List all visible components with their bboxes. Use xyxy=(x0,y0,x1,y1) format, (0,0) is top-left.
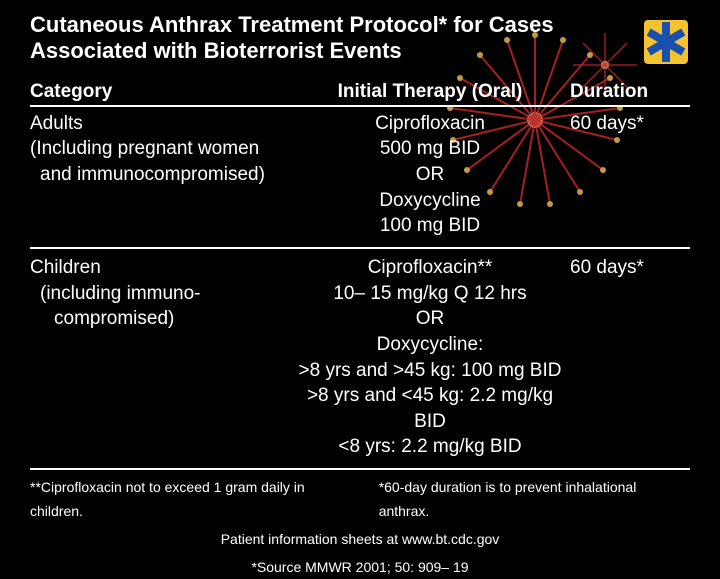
col-header-category: Category xyxy=(30,81,290,103)
ther-line: OR xyxy=(290,306,570,332)
cat-line: (including immuno- xyxy=(30,281,290,307)
cat-line: Children xyxy=(30,255,290,281)
cell-category: Adults (Including pregnant women and imm… xyxy=(30,111,290,188)
ther-line: OR xyxy=(290,162,570,188)
star-of-life-badge xyxy=(642,18,690,66)
cat-line: and immunocompromised) xyxy=(30,162,290,188)
table-row-children: Children (including immuno- compromised)… xyxy=(30,255,690,470)
footnotes: **Ciprofloxacin not to exceed 1 gram dai… xyxy=(30,476,690,579)
slide-content: Cutaneous Anthrax Treatment Protocol* fo… xyxy=(0,0,720,579)
badge-svg xyxy=(642,18,690,66)
ther-line: 10– 15 mg/kg Q 12 hrs xyxy=(290,281,570,307)
cat-line: compromised) xyxy=(30,306,290,332)
cell-therapy: Ciprofloxacin** 10– 15 mg/kg Q 12 hrs OR… xyxy=(290,255,570,460)
ther-line: Ciprofloxacin** xyxy=(290,255,570,281)
footnote-duration: *60-day duration is to prevent inhalatio… xyxy=(379,476,690,524)
ther-line: Doxycycline xyxy=(290,188,570,214)
slide-title: Cutaneous Anthrax Treatment Protocol* fo… xyxy=(30,12,590,65)
table-row-adults: Adults (Including pregnant women and imm… xyxy=(30,111,690,249)
ther-line: >8 yrs and <45 kg: 2.2 mg/kg BID xyxy=(290,383,570,434)
ther-line: <8 yrs: 2.2 mg/kg BID xyxy=(290,434,570,460)
cat-line: (Including pregnant women xyxy=(30,136,290,162)
col-header-therapy: Initial Therapy (Oral) xyxy=(290,81,570,103)
cell-duration: 60 days* xyxy=(570,111,690,137)
ther-line: 500 mg BID xyxy=(290,136,570,162)
col-header-duration: Duration xyxy=(570,81,690,103)
footnote-source: *Source MMWR 2001; 50: 909– 19 xyxy=(30,556,690,579)
table-header-row: Category Initial Therapy (Oral) Duration xyxy=(30,81,690,107)
cell-category: Children (including immuno- compromised) xyxy=(30,255,290,332)
footnote-cipro: **Ciprofloxacin not to exceed 1 gram dai… xyxy=(30,476,361,524)
cat-line: Adults xyxy=(30,111,290,137)
ther-line: >8 yrs and >45 kg: 100 mg BID xyxy=(290,358,570,384)
cell-therapy: Ciprofloxacin 500 mg BID OR Doxycycline … xyxy=(290,111,570,239)
ther-line: Ciprofloxacin xyxy=(290,111,570,137)
footnote-row: **Ciprofloxacin not to exceed 1 gram dai… xyxy=(30,476,690,524)
ther-line: Doxycycline: xyxy=(290,332,570,358)
ther-line: 100 mg BID xyxy=(290,213,570,239)
treatment-table: Category Initial Therapy (Oral) Duration… xyxy=(30,81,690,470)
cell-duration: 60 days* xyxy=(570,255,690,281)
